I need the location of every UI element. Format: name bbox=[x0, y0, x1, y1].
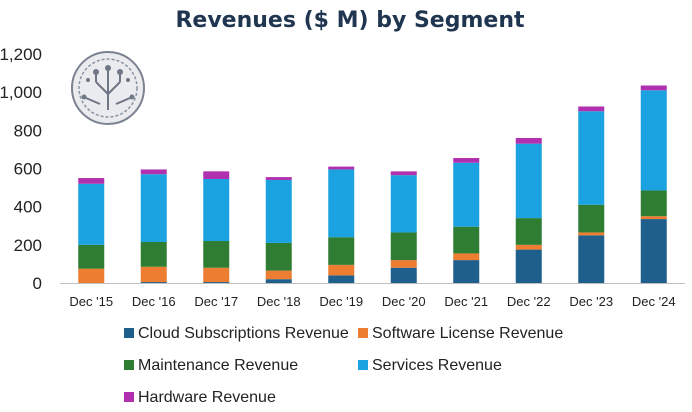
bar-segment bbox=[453, 260, 480, 283]
logo-icon bbox=[71, 51, 145, 125]
bar-segment bbox=[140, 266, 167, 283]
y-tick-label: 600 bbox=[14, 160, 42, 179]
bar-segment bbox=[515, 249, 542, 283]
legend-item: Hardware Revenue bbox=[124, 389, 276, 406]
bar-segment bbox=[390, 171, 417, 176]
legend-label: Software License Revenue bbox=[372, 325, 563, 342]
x-axis: Dec '15 Dec '16 Dec '17 Dec '18 Dec '19 Dec '… bbox=[60, 283, 685, 309]
bar-segment bbox=[265, 270, 292, 280]
x-tick-label: Dec '23 bbox=[569, 294, 613, 309]
bar-segment bbox=[515, 244, 542, 250]
bar-segment bbox=[328, 237, 355, 265]
bar-segment bbox=[265, 242, 292, 271]
bar-segment bbox=[140, 241, 167, 267]
bar-segment bbox=[140, 174, 167, 242]
bar-segment bbox=[578, 106, 605, 112]
x-tick-label: Dec '24 bbox=[632, 294, 676, 309]
legend-item: Software License Revenue bbox=[358, 325, 563, 342]
legend-label: Maintenance Revenue bbox=[138, 357, 298, 374]
bar-segment bbox=[78, 183, 105, 245]
bar-segment bbox=[203, 241, 230, 268]
bar-segment bbox=[390, 175, 417, 233]
y-tick-label: 800 bbox=[14, 121, 42, 140]
bar-segment bbox=[578, 111, 605, 205]
legend-label: Cloud Subscriptions Revenue bbox=[138, 325, 349, 342]
bar-segment bbox=[390, 267, 417, 283]
bar-segment bbox=[578, 235, 605, 283]
bar-segment bbox=[578, 232, 605, 236]
x-tick-label: Dec '21 bbox=[444, 294, 488, 309]
bar-segment bbox=[453, 162, 480, 227]
legend-swatch bbox=[124, 392, 134, 402]
bar-segment bbox=[328, 275, 355, 283]
bar-segment bbox=[390, 232, 417, 261]
y-tick-label: 0 bbox=[33, 274, 42, 293]
x-tick-label: Dec '17 bbox=[194, 294, 238, 309]
x-tick-label: Dec '16 bbox=[132, 294, 176, 309]
legend-item: Cloud Subscriptions Revenue bbox=[124, 325, 349, 342]
bar-segment bbox=[78, 268, 105, 283]
bar-segment bbox=[78, 244, 105, 269]
x-tick-label: Dec '19 bbox=[319, 294, 363, 309]
bar-segment bbox=[328, 264, 355, 276]
bar-segment bbox=[328, 166, 355, 170]
bar-segment bbox=[453, 253, 480, 261]
bar-segment bbox=[578, 204, 605, 233]
bar-segment bbox=[265, 179, 292, 243]
bar-segment bbox=[453, 226, 480, 254]
bar-segment bbox=[515, 143, 542, 219]
bar-segment bbox=[140, 169, 167, 175]
bar-segment bbox=[203, 171, 230, 179]
bar-segment bbox=[515, 218, 542, 245]
legend-swatch bbox=[124, 360, 134, 370]
x-tick-label: Dec '15 bbox=[69, 294, 113, 309]
bar-segment bbox=[390, 260, 417, 268]
bar-segment bbox=[515, 137, 542, 144]
bars-group bbox=[78, 85, 667, 283]
y-tick-label: 200 bbox=[14, 236, 42, 255]
chart-title: Revenues ($ M) by Segment bbox=[175, 8, 525, 33]
legend-label: Services Revenue bbox=[372, 357, 502, 374]
y-axis: 0 200 400 600 800 1,000 1,200 bbox=[0, 45, 42, 293]
bar-segment bbox=[640, 219, 667, 283]
legend-swatch bbox=[358, 360, 368, 370]
y-tick-label: 1,200 bbox=[0, 45, 42, 64]
bar-segment bbox=[640, 190, 667, 217]
legend-label: Hardware Revenue bbox=[138, 389, 276, 406]
y-tick-label: 1,000 bbox=[0, 83, 42, 102]
legend-swatch bbox=[124, 328, 134, 338]
x-tick-label: Dec '20 bbox=[382, 294, 426, 309]
legend-item: Services Revenue bbox=[358, 357, 502, 374]
bar-segment bbox=[640, 85, 667, 91]
bar-segment bbox=[265, 177, 292, 180]
bar-segment bbox=[140, 282, 167, 283]
bar-segment bbox=[203, 267, 230, 283]
bar-segment bbox=[203, 179, 230, 242]
bar-segment bbox=[265, 279, 292, 283]
x-tick-label: Dec '22 bbox=[507, 294, 551, 309]
bar-segment bbox=[453, 158, 480, 163]
x-tick-label: Dec '18 bbox=[257, 294, 301, 309]
bar-segment bbox=[203, 282, 230, 283]
bar-segment bbox=[640, 90, 667, 191]
y-tick-label: 400 bbox=[14, 198, 42, 217]
bar-segment bbox=[640, 216, 667, 220]
legend-swatch bbox=[358, 328, 368, 338]
bar-segment bbox=[78, 178, 105, 184]
legend: Cloud Subscriptions Revenue Software Lice… bbox=[124, 325, 563, 406]
legend-item: Maintenance Revenue bbox=[124, 357, 298, 374]
bar-segment bbox=[328, 169, 355, 238]
